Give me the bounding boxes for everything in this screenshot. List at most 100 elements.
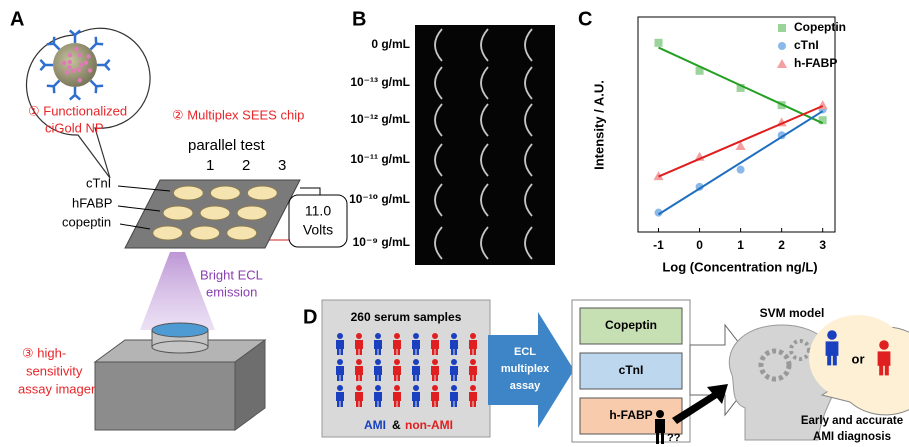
parallel-test: parallel test — [188, 137, 266, 154]
person-leg — [470, 374, 473, 381]
person-body — [336, 392, 344, 401]
person-leg — [455, 400, 458, 407]
well — [190, 226, 220, 240]
person-leg — [379, 374, 382, 381]
person-head — [394, 385, 400, 391]
x-tick-label: 3 — [819, 238, 826, 252]
imager-text: ③ high- — [22, 345, 66, 360]
panel-a: A ① Functionalized ciGold NP ② Multiplex… — [10, 8, 347, 430]
concentration: 10⁻¹³ g/mL — [350, 75, 410, 89]
column-label: 2 — [242, 157, 250, 174]
np-dot — [65, 70, 69, 74]
panel-label: D — [303, 306, 317, 328]
group: AMI — [364, 418, 386, 432]
person-body — [355, 340, 363, 349]
legend-marker — [777, 59, 787, 68]
person-leg — [394, 374, 397, 381]
person-head — [470, 385, 476, 391]
person-leg — [432, 400, 435, 407]
well — [173, 186, 203, 200]
person-body — [431, 366, 439, 375]
person-head — [451, 385, 457, 391]
person-leg — [451, 400, 454, 407]
person-body — [450, 392, 458, 401]
well — [237, 206, 267, 220]
np-dot — [68, 53, 72, 57]
person-leg — [436, 348, 439, 355]
assay-text: multiplex — [501, 363, 550, 375]
emission-text: Bright ECL — [200, 267, 263, 282]
person-leg — [394, 348, 397, 355]
person-head — [337, 359, 343, 365]
person-leg — [827, 354, 831, 365]
person-body — [374, 340, 382, 349]
person-head — [470, 333, 476, 339]
person-body — [450, 366, 458, 375]
person-head — [413, 333, 419, 339]
person-leg — [436, 400, 439, 407]
x-tick-label: 2 — [778, 238, 785, 252]
ecl-image — [415, 25, 555, 265]
person-head — [394, 359, 400, 365]
person-leg — [337, 400, 340, 407]
person-body — [412, 366, 420, 375]
np-dot — [88, 68, 92, 72]
person-leg — [417, 374, 420, 381]
conclusion: AMI diagnosis — [813, 431, 891, 443]
person-leg — [360, 348, 363, 355]
x-axis-label: Log (Concentration ng/L) — [662, 259, 817, 274]
person-head — [451, 333, 457, 339]
person-leg — [470, 400, 473, 407]
person-body — [374, 392, 382, 401]
person-body — [469, 340, 477, 349]
legend-label: Copeptin — [794, 20, 846, 34]
fit-line — [659, 111, 823, 214]
person-body — [336, 340, 344, 349]
row-label: cTnI — [86, 175, 111, 190]
concentration: 0 g/mL — [371, 37, 410, 51]
person-leg — [413, 348, 416, 355]
well — [227, 226, 257, 240]
imager-text: assay imager — [18, 381, 96, 396]
person-leg — [432, 348, 435, 355]
legend-marker — [778, 42, 786, 50]
panel-d: D 260 serum samples AMI & non-AMI ECL mu… — [303, 300, 909, 444]
well — [210, 186, 240, 200]
person-leg — [885, 364, 889, 375]
person-leg — [417, 348, 420, 355]
person-head — [337, 385, 343, 391]
column-label: 3 — [278, 157, 286, 174]
x-tick-label: -1 — [653, 238, 664, 252]
person-head — [879, 340, 889, 350]
point — [737, 166, 745, 174]
person-leg — [398, 374, 401, 381]
well — [163, 206, 193, 220]
marker-name: h-FABP — [609, 408, 652, 422]
person-leg — [474, 400, 477, 407]
voltage: 11.0 — [305, 203, 331, 219]
np-dot — [68, 60, 72, 64]
y-axis-label: Intensity / A.U. — [591, 80, 606, 170]
person-body — [469, 366, 477, 375]
np-dot — [86, 54, 90, 58]
person-leg — [379, 400, 382, 407]
person-body — [431, 340, 439, 349]
person-leg — [413, 374, 416, 381]
person-body — [878, 351, 891, 365]
assay-text: ECL — [514, 346, 536, 358]
model-name: SVM model — [760, 306, 825, 320]
marker-name: Copeptin — [605, 318, 657, 332]
np-dot — [67, 65, 71, 69]
group: non-AMI — [405, 418, 453, 432]
np-dot — [84, 60, 88, 64]
panel-label: B — [352, 8, 366, 30]
row-label: copeptin — [62, 214, 111, 229]
emission-text: emission — [206, 284, 257, 299]
person-leg — [398, 348, 401, 355]
person-head — [432, 385, 438, 391]
wire — [300, 188, 320, 195]
legend-label: cTnI — [794, 38, 819, 52]
person-head — [451, 359, 457, 365]
well — [247, 186, 277, 200]
